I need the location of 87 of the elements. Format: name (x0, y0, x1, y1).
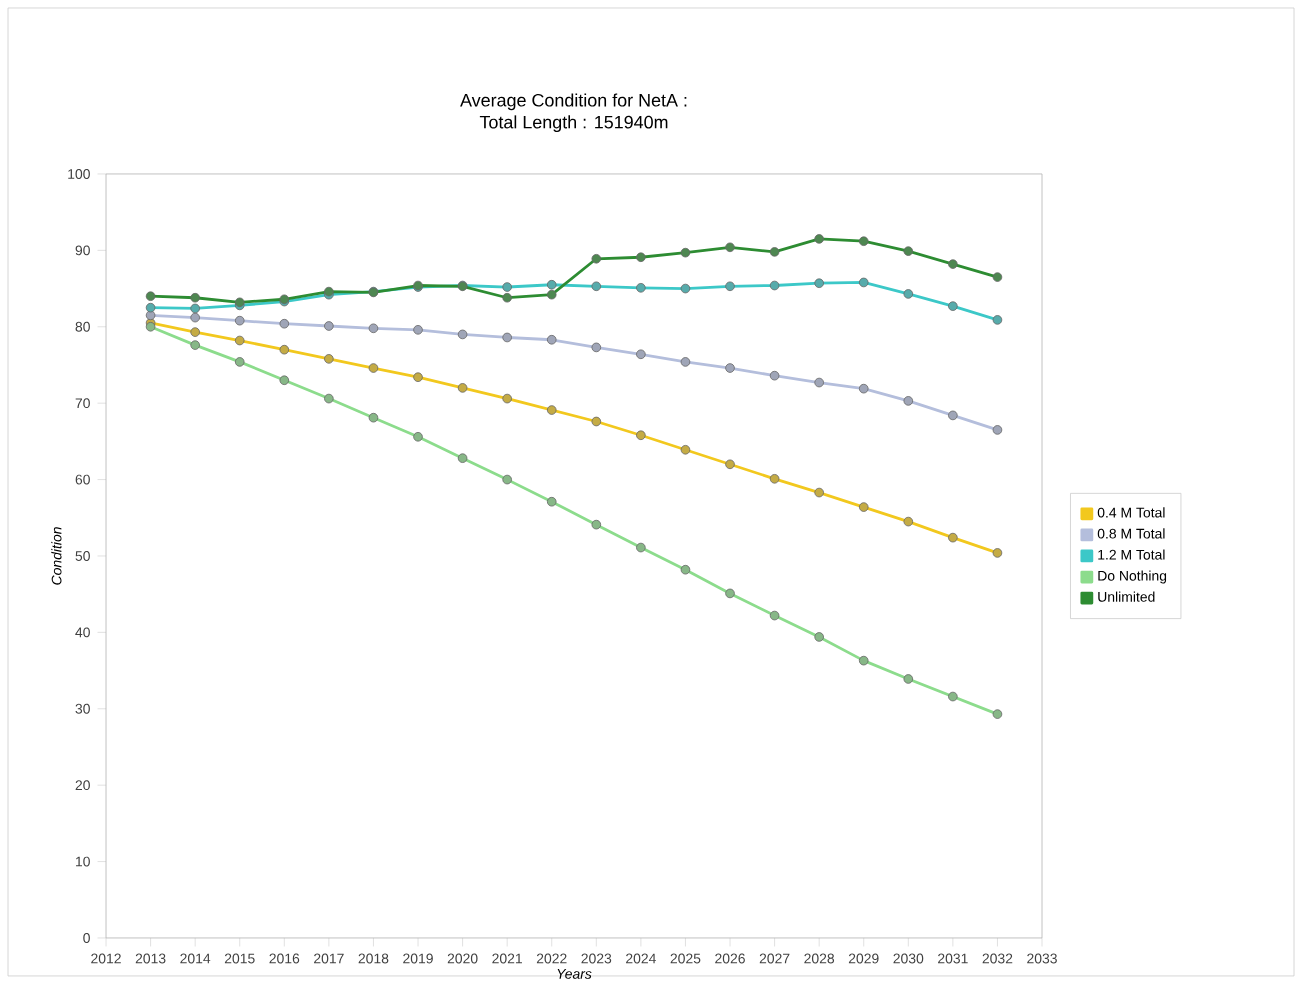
point (948, 410, 958, 421)
point (636, 252, 646, 263)
point (546, 279, 557, 290)
point (992, 315, 1003, 325)
point (502, 393, 512, 404)
point (858, 277, 869, 288)
point (769, 247, 780, 257)
point (591, 519, 602, 530)
point (636, 542, 646, 553)
point (725, 281, 735, 292)
point (725, 242, 735, 253)
point (457, 329, 468, 340)
point (636, 430, 646, 441)
point (324, 321, 334, 331)
point (546, 289, 557, 300)
point (680, 564, 691, 575)
point (190, 292, 200, 303)
point (725, 363, 735, 373)
point (502, 332, 512, 343)
point (680, 283, 691, 294)
point (279, 318, 290, 329)
point (636, 349, 646, 360)
point (814, 632, 824, 642)
point (368, 412, 379, 423)
point (636, 283, 646, 293)
point (680, 444, 691, 455)
point (725, 588, 735, 599)
point (190, 327, 200, 337)
point (948, 301, 958, 311)
point (903, 396, 914, 406)
point (769, 474, 780, 484)
point (234, 357, 245, 367)
point (591, 342, 602, 353)
point (591, 253, 602, 264)
point (145, 291, 156, 301)
point (769, 280, 780, 291)
point (413, 325, 423, 335)
point (858, 383, 869, 394)
point (368, 323, 379, 334)
point (992, 272, 1003, 282)
point (190, 303, 200, 314)
point (546, 496, 557, 507)
point (769, 610, 780, 621)
point (903, 674, 914, 684)
point (858, 655, 869, 666)
point (858, 502, 869, 512)
point (903, 289, 914, 299)
point (502, 292, 512, 303)
point (145, 310, 156, 321)
point (680, 247, 691, 258)
point (814, 278, 824, 289)
point (903, 516, 914, 527)
point (992, 425, 1003, 435)
point (502, 474, 512, 485)
point (814, 377, 824, 388)
point (279, 344, 290, 355)
point (413, 372, 423, 382)
point (279, 375, 290, 386)
point (948, 532, 958, 543)
point (591, 416, 602, 427)
point (948, 259, 958, 269)
point (591, 281, 602, 292)
point (814, 234, 824, 244)
point (725, 459, 735, 470)
point (457, 453, 468, 463)
point (858, 236, 869, 246)
point (324, 354, 334, 364)
point (680, 357, 691, 367)
point (457, 383, 468, 393)
point (948, 691, 958, 702)
point (769, 370, 780, 381)
point (190, 312, 200, 323)
point (546, 405, 557, 415)
point (992, 709, 1003, 719)
point (814, 487, 824, 498)
point (190, 340, 200, 350)
point (234, 335, 245, 346)
point (413, 432, 423, 442)
point (546, 334, 557, 345)
point (502, 282, 512, 292)
point (992, 548, 1003, 558)
point (145, 302, 156, 313)
point (368, 363, 379, 373)
point (234, 315, 245, 326)
point (903, 246, 914, 256)
chart-title: Average Condition for NetA : Total Length : 151940m (460, 93, 687, 133)
point (324, 393, 334, 404)
